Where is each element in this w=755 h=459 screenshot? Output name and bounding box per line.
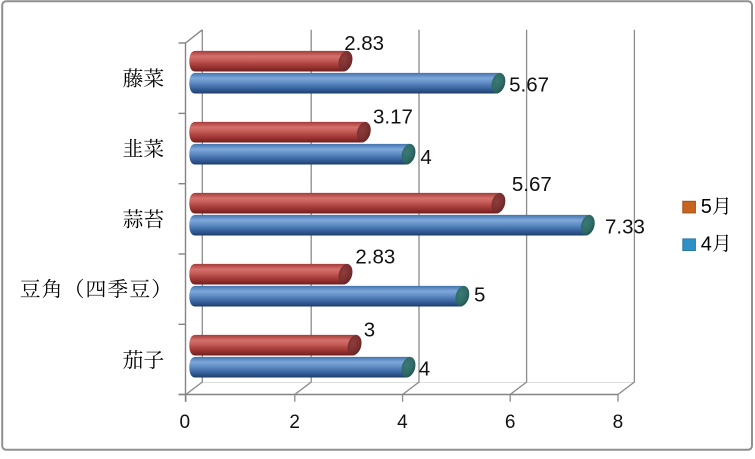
svg-text:6: 6 bbox=[505, 412, 516, 433]
svg-text:5.67: 5.67 bbox=[512, 173, 552, 196]
svg-text:3: 3 bbox=[364, 318, 375, 341]
svg-text:7.33: 7.33 bbox=[605, 216, 645, 239]
svg-text:0: 0 bbox=[180, 412, 191, 433]
svg-text:4: 4 bbox=[419, 358, 430, 381]
svg-text:3.17: 3.17 bbox=[373, 105, 413, 128]
svg-text:5: 5 bbox=[701, 196, 712, 218]
svg-text:5.67: 5.67 bbox=[509, 73, 549, 96]
svg-text:5: 5 bbox=[474, 284, 485, 307]
svg-text:2.83: 2.83 bbox=[344, 32, 384, 55]
svg-text:2.83: 2.83 bbox=[355, 246, 395, 269]
svg-text:4: 4 bbox=[397, 412, 408, 433]
svg-text:8: 8 bbox=[613, 412, 624, 433]
svg-text:4: 4 bbox=[701, 233, 712, 255]
svg-text:4: 4 bbox=[420, 146, 431, 169]
svg-text:2: 2 bbox=[289, 412, 300, 433]
